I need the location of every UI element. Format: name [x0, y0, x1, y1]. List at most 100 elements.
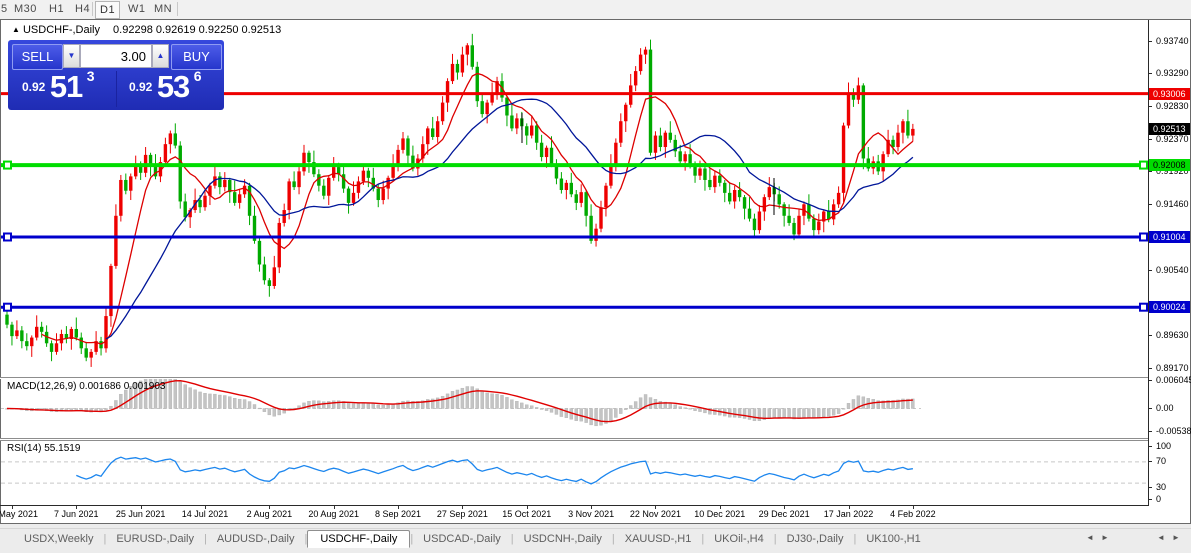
period-button-mn[interactable]: MN	[154, 3, 173, 15]
tab-separator: |	[304, 533, 308, 545]
tab-scroll-right-icon[interactable]: ►	[1101, 533, 1109, 542]
rsi-label: RSI(14) 55.1519	[7, 443, 80, 454]
price-chart-pane[interactable]	[1, 20, 1148, 377]
volume-increase-icon[interactable]: ▲	[152, 44, 169, 68]
volume-dropdown-icon[interactable]: ▼	[63, 44, 80, 68]
rsi-tick-label: 100	[1156, 441, 1172, 451]
macd-label: MACD(12,26,9) 0.001686 0.001903	[7, 381, 165, 392]
chart-tab-usdx-weekly[interactable]: USDX,Weekly	[24, 533, 94, 545]
chart-bottom-axis-line	[0, 505, 1190, 506]
macd-tick-mark	[1148, 408, 1152, 409]
pane-splitter[interactable]	[0, 438, 1148, 439]
date-tick-mark	[848, 506, 850, 509]
pane-splitter[interactable]	[0, 377, 1148, 378]
ma-fast-line	[41, 72, 914, 345]
date-label: 19 May 2021	[0, 509, 38, 519]
sell-quote[interactable]: 0.92 51 3	[10, 68, 113, 107]
chart-tab-xauusd-h1[interactable]: XAUUSD-,H1	[624, 533, 692, 545]
pane-splitter-highlight	[0, 439, 1148, 440]
tab-scroll-right-icon[interactable]: ►	[1172, 533, 1180, 542]
date-tick-mark	[140, 506, 142, 509]
price-tick-mark	[1148, 72, 1152, 74]
chart-ohlc-values: 0.92298 0.92619 0.92250 0.92513	[113, 24, 282, 36]
line-handle[interactable]	[3, 302, 12, 312]
macd-tick-label: 0.006045	[1156, 375, 1191, 385]
price-tick-mark	[1148, 203, 1152, 205]
tab-separator: |	[203, 533, 207, 545]
date-tick-mark	[269, 506, 271, 509]
date-label: 20 Aug 2021	[308, 509, 359, 519]
line-handle[interactable]	[1139, 160, 1148, 170]
chart-tab-uk100-h1[interactable]: UK100-,H1	[866, 533, 921, 545]
price-tick-mark	[1148, 105, 1152, 107]
tab-scroll-left-icon[interactable]: ◄	[1157, 533, 1165, 542]
sell-price-sup: 3	[86, 68, 95, 84]
chart-tab-usdcad-daily[interactable]: USDCAD-,Daily	[423, 533, 501, 545]
toolbar-separator	[92, 2, 93, 16]
rsi-value: 55.1519	[44, 443, 81, 454]
volume-input[interactable]	[80, 44, 152, 68]
line-handle[interactable]	[1139, 232, 1148, 242]
chart-tab-usdcnh-daily[interactable]: USDCNH-,Daily	[523, 533, 602, 545]
date-tick-mark	[76, 506, 78, 509]
price-tick-label: 0.92370	[1156, 134, 1189, 145]
date-label: 25 Jun 2021	[115, 509, 166, 519]
pane-splitter-highlight	[0, 378, 1148, 379]
price-tick-label: 0.90540	[1156, 265, 1189, 276]
tab-separator: |	[103, 533, 107, 545]
macd-values: 0.001686 0.001903	[79, 381, 166, 392]
date-tick-mark	[526, 506, 528, 509]
tab-separator: |	[611, 533, 615, 545]
date-label: 7 Jun 2021	[54, 509, 99, 519]
date-tick-mark	[719, 506, 721, 509]
price-tick-label: 0.91460	[1156, 199, 1189, 210]
chart-tab-audusd-daily[interactable]: AUDUSD-,Daily	[216, 533, 295, 545]
buy-quote[interactable]: 0.92 53 6	[116, 68, 223, 107]
rsi-name: RSI(14)	[7, 443, 42, 454]
price-tick-label: 0.93740	[1156, 36, 1189, 46]
sell-button[interactable]: SELL	[12, 44, 63, 70]
price-axis-border	[1148, 20, 1149, 506]
period-button-5[interactable]: 5	[1, 3, 8, 15]
period-button-h4[interactable]: H4	[75, 3, 91, 15]
price-badge: 0.90024	[1148, 301, 1190, 314]
macd-indicator-pane[interactable]	[1, 379, 1148, 438]
macd-tick-mark	[1148, 431, 1152, 432]
chart-symbol-label: USDCHF-,Daily	[22, 24, 100, 36]
buy-button[interactable]: BUY	[171, 44, 222, 70]
period-button-m30[interactable]: M30	[14, 3, 37, 15]
rsi-indicator-pane[interactable]	[1, 441, 1148, 505]
line-handle[interactable]	[1139, 302, 1148, 312]
tab-scroll-left-icon[interactable]: ◄	[1086, 533, 1094, 542]
price-tick-mark	[1148, 170, 1152, 172]
symbol-marker-icon: ▲	[12, 25, 20, 34]
tab-separator: |	[773, 533, 777, 545]
chart-window-border-top	[0, 19, 1191, 20]
date-label: 27 Sep 2021	[436, 509, 488, 519]
tab-separator: |	[701, 533, 705, 545]
chart-tab-usdchf-daily[interactable]: USDCHF-,Daily	[307, 530, 411, 548]
chart-tab-ukoil-h4[interactable]: UKOil-,H4	[714, 533, 764, 545]
price-badge: 0.92513	[1148, 122, 1190, 135]
sell-price-prefix: 0.92	[22, 80, 46, 94]
price-tick-label: 0.92830	[1156, 101, 1189, 112]
chart-tab-eurusd-daily[interactable]: EURUSD-,Daily	[116, 533, 194, 545]
date-axis: 19 May 2021 7 Jun 2021 25 Jun 2021 14 Jul 2…	[0, 506, 1190, 523]
macd-tick-mark	[1148, 380, 1152, 381]
sell-price-big: 51	[49, 69, 83, 104]
rsi-tick-mark	[1148, 499, 1152, 500]
chart-tab-dj30-daily[interactable]: DJ30-,Daily	[786, 533, 844, 545]
period-button-h1[interactable]: H1	[49, 3, 65, 15]
date-label: 14 Jul 2021	[181, 509, 229, 519]
period-button-d1[interactable]: D1	[95, 1, 121, 19]
toolbar-separator	[177, 2, 178, 16]
rsi-tick-mark	[1148, 461, 1152, 462]
chart-window-border-bottom	[0, 523, 1191, 524]
line-handle[interactable]	[3, 232, 12, 242]
date-label: 10 Dec 2021	[694, 509, 746, 519]
line-handle[interactable]	[3, 160, 12, 170]
period-button-w1[interactable]: W1	[128, 3, 146, 15]
price-tick-mark	[1148, 40, 1152, 42]
price-tick-mark	[1148, 334, 1152, 336]
